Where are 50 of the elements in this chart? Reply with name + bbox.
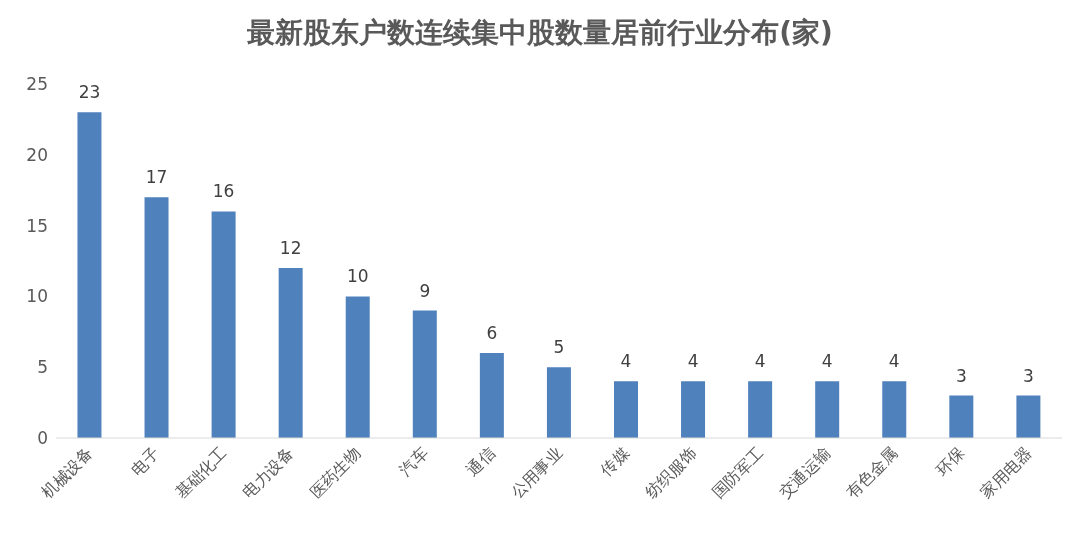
data-label: 4 [620,351,632,372]
x-tick-label: 汽车 [395,443,432,480]
data-label: 4 [888,351,900,372]
x-tick-label: 家用电器 [976,443,1036,503]
data-label: 4 [821,351,833,372]
bar [144,197,169,438]
x-tick-label: 医药生物 [305,443,365,503]
bar [211,211,236,438]
bar [77,112,102,438]
bar [882,381,907,438]
data-label: 5 [553,337,565,358]
data-label: 17 [145,167,168,188]
data-label: 10 [346,266,369,287]
bar [479,353,504,438]
y-tick-label: 25 [26,74,48,95]
data-label: 3 [1022,365,1034,386]
x-tick-label: 有色金属 [842,443,902,503]
data-label: 6 [486,323,498,344]
x-tick-label: 传媒 [596,443,633,480]
y-tick-label: 10 [26,286,48,307]
bar [412,310,437,438]
chart-title: 最新股东户数连续集中股数量居前行业分布(家) [246,15,834,51]
data-label: 9 [419,280,431,301]
x-tick-label: 国防军工 [708,443,768,503]
data-label: 3 [955,365,967,386]
bar [278,268,303,438]
x-tick-label: 交通运输 [775,443,835,503]
bar [815,381,840,438]
y-tick-label: 20 [26,144,48,165]
data-label: 4 [754,351,766,372]
bar [748,381,773,438]
y-tick-label: 5 [37,357,48,378]
bar [681,381,706,438]
x-tick-label: 纺织服饰 [641,443,700,503]
bar [546,367,571,438]
bar [345,296,370,438]
data-label: 16 [212,181,235,202]
x-tick-label: 环保 [932,443,969,480]
x-tick-label: 电力设备 [238,443,298,503]
data-label: 4 [687,351,699,372]
x-tick-label: 公用事业 [507,443,566,503]
x-tick-label: 电子 [127,443,164,480]
x-tick-label: 通信 [462,443,499,480]
x-tick-label: 基础化工 [171,443,231,503]
y-tick-label: 15 [26,215,48,236]
bar [1016,395,1041,438]
bar [949,395,974,438]
data-label: 12 [279,238,302,259]
data-label: 23 [78,82,101,103]
bar [613,381,638,438]
